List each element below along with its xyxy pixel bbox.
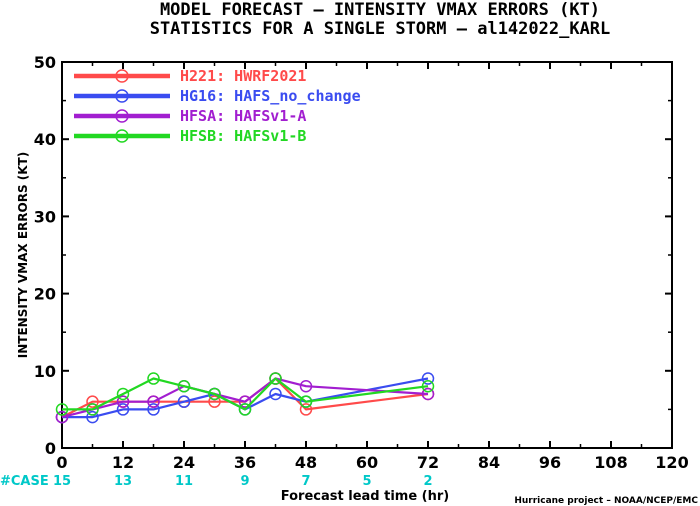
credit-text: Hurricane project – NOAA/NCEP/EMC (514, 496, 698, 506)
case-count: 5 (362, 474, 371, 489)
y-tick-label: 20 (34, 285, 56, 304)
case-count: 7 (301, 474, 310, 489)
chart-title: MODEL FORECAST – INTENSITY VMAX ERRORS (… (160, 0, 600, 20)
y-tick-label: 10 (34, 362, 56, 381)
data-point (299, 395, 313, 408)
x-tick-label: 96 (539, 453, 561, 472)
x-tick-label: 48 (295, 453, 317, 472)
x-tick-label: 24 (173, 453, 195, 472)
x-tick-label: 12 (112, 453, 134, 472)
case-count: 9 (240, 474, 249, 489)
data-point (299, 403, 313, 416)
x-tick-label: 72 (417, 453, 439, 472)
case-count: 13 (114, 474, 132, 489)
legend-label: H221: HWRF2021 (180, 67, 306, 85)
series-line (62, 377, 429, 411)
x-tick-label: 36 (234, 453, 256, 472)
legend-label: HFSB: HAFSv1-B (180, 127, 306, 145)
case-count: 15 (53, 474, 71, 489)
legend-label: HFSA: HAFSv1-A (180, 107, 306, 125)
y-tick-label: 50 (34, 53, 56, 72)
data-point (147, 403, 160, 416)
data-point (147, 395, 160, 408)
legend-label: HG16: HAFS_no_change (180, 87, 361, 105)
data-point (86, 410, 99, 424)
legend-marker (115, 69, 129, 83)
data-point (116, 387, 130, 401)
y-tick-label: 40 (34, 130, 56, 149)
chart-subtitle: STATISTICS FOR A SINGLE STORM – al142022… (150, 19, 611, 39)
y-tick-label: 30 (34, 207, 56, 226)
data-point (208, 387, 221, 401)
data-point (299, 379, 313, 393)
data-point (86, 403, 99, 416)
x-tick-label: 120 (655, 453, 688, 472)
legend-marker (115, 129, 129, 143)
x-tick-label: 84 (478, 453, 500, 472)
case-count: 11 (175, 474, 193, 489)
data-point (238, 403, 252, 416)
data-point (238, 395, 252, 408)
data-point (208, 395, 221, 408)
case-count-label: #CASE (0, 474, 49, 489)
x-axis-label: Forecast lead time (hr) (281, 489, 449, 504)
case-count: 2 (423, 474, 432, 489)
data-point (147, 372, 160, 385)
data-point (269, 372, 282, 385)
data-point (177, 395, 191, 408)
y-tick-label: 0 (45, 439, 56, 458)
data-point (421, 387, 435, 401)
y-axis-label: INTENSITY VMAX ERRORS (KT) (16, 152, 30, 358)
data-point (269, 387, 282, 401)
data-point (177, 379, 191, 393)
data-point (421, 372, 435, 385)
legend-marker (115, 89, 129, 103)
x-tick-label: 60 (356, 453, 378, 472)
series-line (62, 377, 429, 419)
x-tick-label: 108 (594, 453, 627, 472)
data-point (55, 410, 69, 424)
data-point (421, 379, 435, 393)
data-point (116, 403, 130, 416)
data-point (86, 395, 99, 408)
data-point (55, 403, 69, 416)
x-tick-label: 0 (56, 453, 67, 472)
legend-marker (115, 109, 129, 123)
data-point (116, 395, 130, 408)
